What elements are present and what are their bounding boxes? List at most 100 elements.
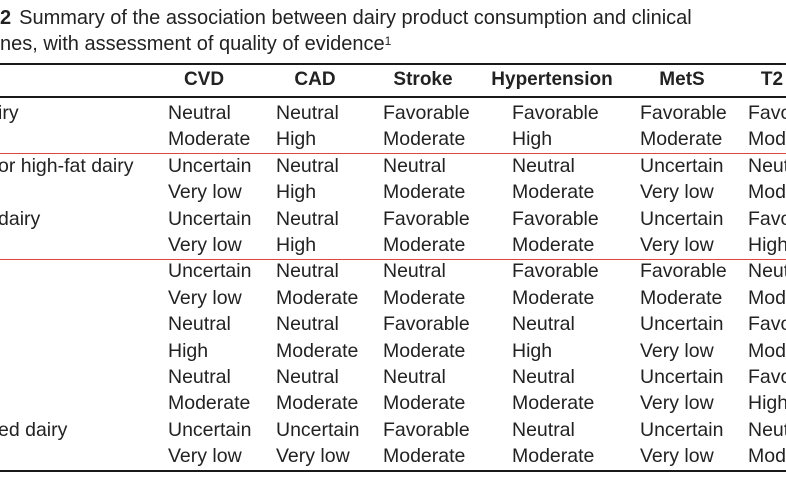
evidence-quality-cell: Mod <box>748 339 786 362</box>
association-cell: Favorable <box>383 313 470 336</box>
evidence-quality-cell: Moderate <box>383 128 466 151</box>
evidence-quality-cell: Moderate <box>512 286 595 309</box>
evidence-quality-cell: Moderate <box>383 392 466 415</box>
evidence-quality-cell: Very low <box>640 392 714 415</box>
association-cell: Uncertain <box>168 418 252 441</box>
evidence-quality-cell: Very low <box>640 445 714 468</box>
association-cell: Neutral <box>276 102 339 124</box>
association-cell: Favorable <box>512 207 599 230</box>
association-cell: Neut <box>748 260 786 283</box>
association-cell: Favorable <box>383 418 470 441</box>
table-bottom-rule <box>0 470 786 472</box>
evidence-quality-cell: High <box>276 128 317 151</box>
column-header: Stroke <box>393 69 453 90</box>
association-cell: Favorable <box>640 102 727 124</box>
association-cell: Uncertain <box>640 154 724 177</box>
caption-text: Summary of the association between dairy… <box>19 7 692 29</box>
association-cell: Favo <box>748 102 786 124</box>
row-divider <box>0 259 786 260</box>
row-label: dairy <box>0 207 41 230</box>
table-caption-line-1: 2 Summary of the association between dair… <box>0 6 692 30</box>
association-cell: Uncertain <box>640 313 724 336</box>
column-header: CAD <box>294 69 336 90</box>
evidence-quality-cell: Moderate <box>640 128 723 151</box>
evidence-quality-cell: High <box>276 181 317 204</box>
association-cell: Neut <box>748 418 786 441</box>
association-cell: Neutral <box>276 366 339 388</box>
association-cell: Neutral <box>512 154 575 177</box>
association-cell: Neutral <box>512 418 575 441</box>
evidence-quality-cell: Moderate <box>512 445 595 468</box>
association-cell: Neutral <box>276 207 339 230</box>
association-cell: Favorable <box>512 102 599 124</box>
evidence-quality-cell: Very low <box>640 339 714 362</box>
evidence-quality-cell: Very low <box>168 234 242 256</box>
association-cell: Favorable <box>640 260 727 283</box>
header-bottom-rule <box>0 96 786 98</box>
caption-text-continued: nes, with assessment of quality of evide… <box>0 33 385 55</box>
association-cell: Favo <box>748 366 786 388</box>
association-cell: Neutral <box>512 313 575 336</box>
evidence-quality-cell: Very low <box>168 181 242 204</box>
evidence-quality-cell: Moderate <box>383 339 466 362</box>
evidence-quality-cell: Moderate <box>383 234 466 256</box>
evidence-quality-cell: Moderate <box>383 286 466 309</box>
evidence-quality-cell: Mod <box>748 181 786 204</box>
evidence-quality-cell: Moderate <box>168 392 251 415</box>
evidence-quality-cell: Moderate <box>276 392 359 415</box>
table-top-rule <box>0 63 786 65</box>
association-cell: Neut <box>748 154 786 177</box>
association-cell: Neutral <box>512 366 575 388</box>
evidence-quality-cell: Moderate <box>383 181 466 204</box>
evidence-quality-cell: Very low <box>640 234 714 256</box>
association-cell: Neutral <box>168 313 231 336</box>
association-cell: Favorable <box>383 207 470 230</box>
evidence-quality-cell: High <box>512 339 553 362</box>
association-cell: Uncertain <box>168 260 252 283</box>
association-cell: Uncertain <box>276 418 360 441</box>
association-cell: Neutral <box>276 313 339 336</box>
evidence-quality-cell: High <box>748 392 786 415</box>
association-cell: Favo <box>748 313 786 336</box>
column-header: T2 <box>760 69 784 90</box>
association-cell: Favorable <box>512 260 599 283</box>
association-cell: Uncertain <box>168 154 252 177</box>
row-label: ed dairy <box>0 418 68 441</box>
evidence-quality-cell: Moderate <box>276 339 359 362</box>
table-caption-line-2: nes, with assessment of quality of evide… <box>0 32 391 56</box>
association-cell: Uncertain <box>168 207 252 230</box>
footnote-marker: 1 <box>384 34 392 48</box>
row-label: iry <box>0 102 19 124</box>
association-cell: Favo <box>748 207 786 230</box>
column-header: Hypertension <box>491 69 613 90</box>
association-cell: Neutral <box>383 154 446 177</box>
association-cell: Neutral <box>276 154 339 177</box>
evidence-quality-cell: Mod <box>748 286 786 309</box>
evidence-quality-cell: Moderate <box>512 392 595 415</box>
table-number: 2 <box>0 7 12 29</box>
evidence-quality-cell: Moderate <box>276 286 359 309</box>
association-cell: Uncertain <box>640 366 724 388</box>
association-cell: Neutral <box>276 260 339 283</box>
association-cell: Neutral <box>168 102 231 124</box>
association-cell: Uncertain <box>640 207 724 230</box>
evidence-quality-cell: Mod <box>748 128 786 151</box>
association-cell: Neutral <box>168 366 231 388</box>
association-cell: Favorable <box>383 102 470 124</box>
evidence-quality-cell: Moderate <box>512 234 595 256</box>
association-cell: Uncertain <box>640 418 724 441</box>
row-label: or high-fat dairy <box>0 154 134 177</box>
evidence-quality-cell: Very low <box>168 445 242 468</box>
evidence-quality-cell: Very low <box>168 286 242 309</box>
evidence-quality-cell: Very low <box>276 445 350 468</box>
column-header: CVD <box>183 69 225 90</box>
evidence-quality-cell: Mod <box>748 445 786 468</box>
evidence-quality-cell: Moderate <box>383 445 466 468</box>
association-cell: Neutral <box>383 260 446 283</box>
evidence-quality-cell: High <box>748 234 786 256</box>
column-header: MetS <box>659 69 705 90</box>
association-cell: Neutral <box>383 366 446 388</box>
row-divider <box>0 153 786 154</box>
evidence-quality-cell: Moderate <box>512 181 595 204</box>
evidence-quality-cell: High <box>512 128 553 151</box>
